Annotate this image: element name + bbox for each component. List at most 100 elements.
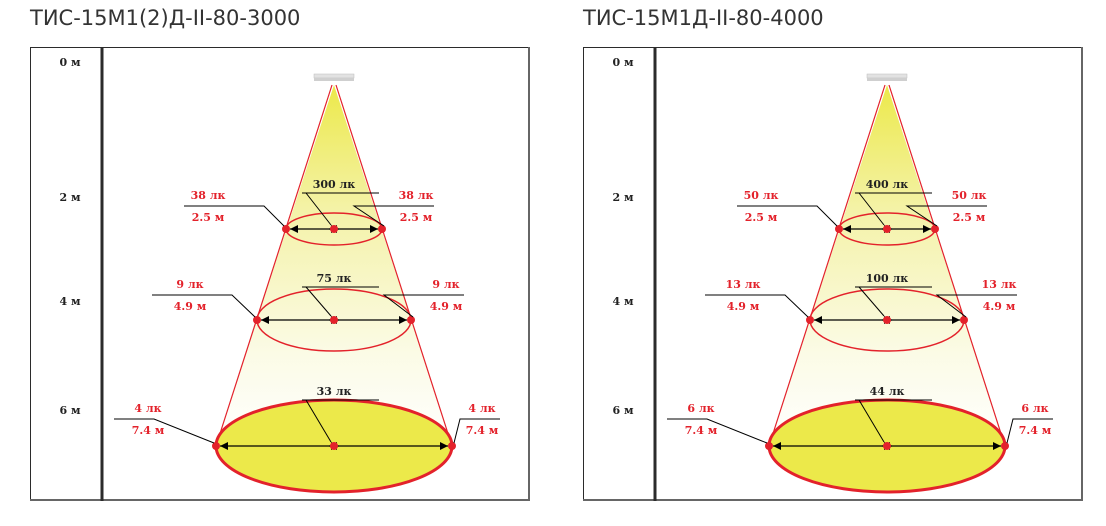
left-leader [737, 205, 838, 227]
arrow-head [923, 225, 931, 233]
measurement-point [960, 316, 968, 324]
left-leader [114, 418, 215, 444]
cone-edge-left [768, 84, 886, 447]
panel-title-right: ТИС-15М1Д-II-80-4000 [583, 6, 824, 30]
left-leader [184, 205, 285, 227]
right-illuminance: 4 лк [468, 402, 495, 415]
measurement-point [282, 225, 290, 233]
light-cone [769, 85, 1005, 444]
measurement-point [883, 225, 891, 233]
left-distance: 4.9 м [174, 300, 207, 313]
axis-label: 6 м [59, 404, 80, 417]
center-illuminance: 400 лк [866, 178, 909, 191]
measurement-point [330, 442, 338, 450]
arrow-head [773, 442, 781, 450]
cone-edge-left [215, 84, 333, 447]
measurement-point [931, 225, 939, 233]
cone-edge-right [335, 84, 453, 447]
measurement-point [835, 225, 843, 233]
right-leader [453, 418, 500, 444]
right-illuminance: 6 лк [1021, 402, 1048, 415]
left-distance: 2.5 м [745, 211, 778, 224]
left-illuminance: 50 лк [744, 189, 779, 202]
left-distance: 7.4 м [685, 424, 718, 437]
center-leader [858, 399, 885, 443]
right-distance: 2.5 м [953, 211, 986, 224]
center-leader [858, 192, 885, 226]
measurement-point [330, 316, 338, 324]
left-illuminance: 9 лк [176, 278, 203, 291]
right-distance: 2.5 м [400, 211, 433, 224]
right-distance: 4.9 м [430, 300, 463, 313]
axis-label: 0 м [59, 56, 80, 69]
center-illuminance: 300 лк [313, 178, 356, 191]
arrow-head [290, 225, 298, 233]
right-leader [352, 205, 434, 227]
center-leader [858, 286, 885, 317]
arrow-head [814, 316, 822, 324]
arrow-head [399, 316, 407, 324]
center-leader [305, 399, 332, 443]
axis-label: 6 м [612, 404, 633, 417]
left-leader [152, 294, 256, 318]
diagram-svg: 0 м 2 м 4 м 6 м 400 лк 50 лк 2.5 м 50 лк 2.5 м 10… [583, 47, 1083, 501]
right-illuminance: 13 лк [982, 278, 1017, 291]
axis-label: 4 м [612, 295, 633, 308]
measurement-point [253, 316, 261, 324]
measurement-point [330, 225, 338, 233]
cone-edge-right [888, 84, 1006, 447]
axis-label: 4 м [59, 295, 80, 308]
right-illuminance: 50 лк [952, 189, 987, 202]
arrow-head [993, 442, 1001, 450]
arrow-head [370, 225, 378, 233]
left-illuminance: 4 лк [134, 402, 161, 415]
measurement-point [806, 316, 814, 324]
left-illuminance: 6 лк [687, 402, 714, 415]
center-illuminance: 33 лк [317, 385, 352, 398]
arrow-head [220, 442, 228, 450]
arrow-head [261, 316, 269, 324]
right-leader [935, 294, 1017, 318]
luminaire-lens [867, 78, 907, 81]
right-leader [382, 294, 464, 318]
axis-label: 2 м [612, 191, 633, 204]
right-distance: 7.4 м [1019, 424, 1052, 437]
left-illuminance: 38 лк [191, 189, 226, 202]
diagram-svg: 0 м 2 м 4 м 6 м 300 лк 38 лк 2.5 м 38 лк 2.5 м 75… [30, 47, 530, 501]
light-distribution-diagram-right: 0 м 2 м 4 м 6 м 400 лк 50 лк 2.5 м 50 лк 2.5 м 10… [583, 47, 1083, 505]
luminaire-body [866, 73, 908, 79]
right-illuminance: 38 лк [399, 189, 434, 202]
right-leader [1006, 418, 1053, 444]
arrow-head [843, 225, 851, 233]
measurement-point [407, 316, 415, 324]
axis-label: 0 м [612, 56, 633, 69]
measurement-point [765, 442, 773, 450]
left-distance: 7.4 м [132, 424, 165, 437]
right-leader [905, 205, 987, 227]
left-illuminance: 13 лк [726, 278, 761, 291]
center-illuminance: 75 лк [317, 272, 352, 285]
measurement-point [883, 316, 891, 324]
panel-title-left: ТИС-15М1(2)Д-II-80-3000 [30, 6, 301, 30]
axis-label: 2 м [59, 191, 80, 204]
right-distance: 7.4 м [466, 424, 499, 437]
arrow-head [440, 442, 448, 450]
center-illuminance: 44 лк [870, 385, 905, 398]
right-distance: 4.9 м [983, 300, 1016, 313]
luminaire-body [313, 73, 355, 79]
center-leader [305, 192, 332, 226]
measurement-point [883, 442, 891, 450]
light-distribution-diagram-left: 0 м 2 м 4 м 6 м 300 лк 38 лк 2.5 м 38 лк 2.5 м 75… [30, 47, 530, 505]
measurement-point [378, 225, 386, 233]
left-distance: 4.9 м [727, 300, 760, 313]
measurement-point [212, 442, 220, 450]
luminaire-lens [314, 78, 354, 81]
right-illuminance: 9 лк [432, 278, 459, 291]
center-leader [305, 286, 332, 317]
measurement-point [1001, 442, 1009, 450]
left-leader [705, 294, 809, 318]
left-distance: 2.5 м [192, 211, 225, 224]
left-leader [667, 418, 768, 444]
measurement-point [448, 442, 456, 450]
arrow-head [952, 316, 960, 324]
